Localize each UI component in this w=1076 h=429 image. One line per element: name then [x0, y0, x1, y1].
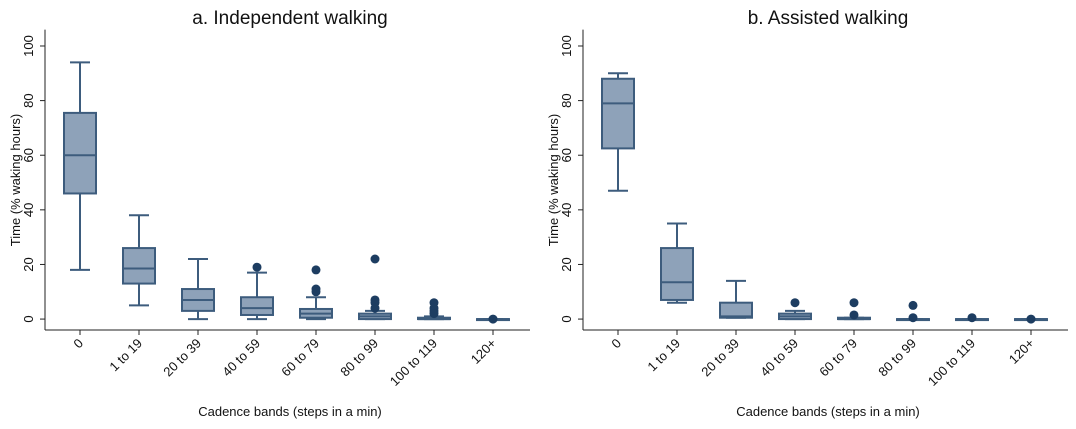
x-tick-label: 0: [608, 336, 624, 352]
x-tick-label: 100 to 119: [387, 336, 440, 389]
x-tick-label: 100 to 119: [925, 336, 978, 389]
outlier: [849, 310, 859, 320]
x-axis-title: Cadence bands (steps in a min): [198, 404, 382, 419]
x-tick-label: 120+: [468, 336, 499, 367]
y-tick-label: 0: [21, 315, 36, 322]
y-tick-label: 100: [21, 35, 36, 57]
box: [660, 247, 694, 301]
box: [122, 247, 156, 285]
x-tick-label: 80 to 99: [337, 336, 381, 380]
outlier: [370, 303, 380, 313]
y-tick-label: 80: [559, 93, 574, 107]
x-tick-label: 40 to 59: [757, 336, 801, 380]
box: [240, 296, 274, 316]
y-tick-label: 60: [559, 148, 574, 162]
box: [719, 301, 753, 319]
y-tick-label: 40: [559, 203, 574, 217]
x-tick-label: 1 to 19: [106, 336, 145, 375]
box: [63, 111, 97, 195]
chart-title: a. Independent walking: [192, 8, 387, 29]
x-tick-label: 80 to 99: [875, 336, 919, 380]
y-axis-title: Time (% waking hours): [8, 114, 23, 246]
y-tick-label: 20: [21, 257, 36, 271]
outlier: [1026, 314, 1036, 324]
outlier: [429, 309, 439, 319]
outlier: [967, 313, 977, 323]
outlier: [790, 298, 800, 308]
x-axis-title: Cadence bands (steps in a min): [736, 404, 920, 419]
y-tick-label: 0: [559, 315, 574, 322]
outlier: [370, 254, 380, 264]
x-tick-label: 60 to 79: [278, 336, 322, 380]
y-tick-label: 40: [21, 203, 36, 217]
y-tick-label: 20: [559, 257, 574, 271]
x-tick-label: 0: [70, 336, 86, 352]
outlier: [252, 262, 262, 272]
x-tick-label: 20 to 39: [160, 336, 204, 380]
box: [601, 77, 635, 150]
outlier: [488, 314, 498, 324]
y-axis-title: Time (% waking hours): [546, 114, 561, 246]
outlier: [908, 313, 918, 323]
x-tick-label: 20 to 39: [698, 336, 742, 380]
x-tick-label: 120+: [1006, 336, 1037, 367]
outlier: [311, 265, 321, 275]
chart-title: b. Assisted walking: [748, 8, 909, 29]
y-tick-label: 80: [21, 93, 36, 107]
outlier: [849, 298, 859, 308]
outlier: [311, 287, 321, 297]
y-tick-label: 60: [21, 148, 36, 162]
outlier: [908, 300, 918, 310]
x-tick-label: 60 to 79: [816, 336, 860, 380]
x-tick-label: 40 to 59: [219, 336, 263, 380]
x-tick-label: 1 to 19: [644, 336, 683, 375]
y-tick-label: 100: [559, 35, 574, 57]
